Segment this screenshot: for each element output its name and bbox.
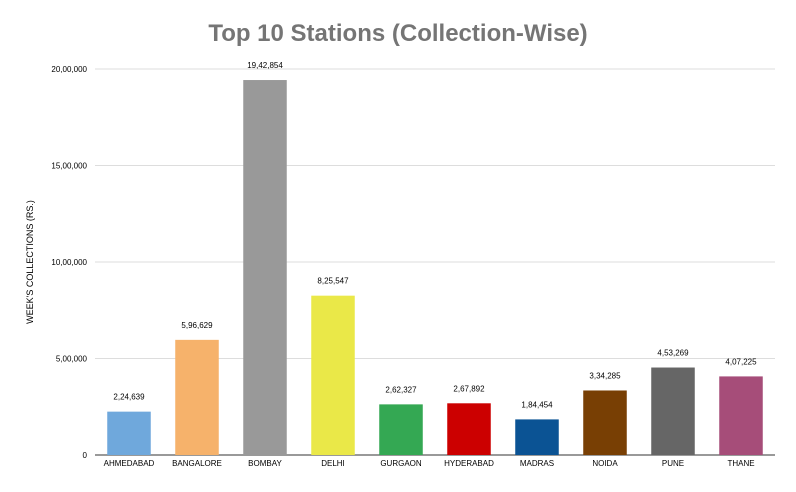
data-label-pune: 4,53,269 [657,349,689,358]
bar-ahmedabad [107,411,151,455]
chart-title: Top 10 Stations (Collection-Wise) [208,20,588,47]
bar-madras [515,419,559,455]
x-tick-label-bombay: BOMBAY [248,459,282,468]
x-tick-label-madras: MADRAS [520,459,554,468]
x-tick-label-thane: THANE [727,459,754,468]
y-tick-label-2: 10,00,000 [51,258,87,267]
data-label-delhi: 8,25,547 [317,277,349,286]
y-tick-label-3: 15,00,000 [51,162,87,171]
x-tick-label-noida: NOIDA [592,459,618,468]
bar-noida [583,390,627,455]
bar-thane [719,376,763,455]
bar-gurgaon [379,404,423,455]
bar-delhi [311,295,355,455]
data-label-hyderabad: 2,67,892 [453,384,485,393]
y-axis-label: WEEK'S COLLECTIONS (RS.) [25,200,35,324]
bar-bombay [243,80,287,455]
x-tick-label-gurgaon: GURGAON [380,459,422,468]
y-tick-label-0: 0 [83,451,88,460]
data-label-ahmedabad: 2,24,639 [113,393,145,402]
x-tick-label-hyderabad: HYDERABAD [444,459,494,468]
data-label-madras: 1,84,454 [521,400,553,409]
y-tick-label-4: 20,00,000 [51,65,87,74]
x-tick-label-pune: PUNE [662,459,684,468]
bar-hyderabad [447,403,491,455]
bar-bangalore [175,339,219,455]
y-tick-label-1: 5,00,000 [56,355,88,364]
data-label-gurgaon: 2,62,327 [385,385,417,394]
data-label-noida: 3,34,285 [589,371,621,380]
x-tick-label-delhi: DELHI [321,459,345,468]
data-label-bombay: 19,42,854 [247,61,283,70]
data-label-thane: 4,07,225 [725,357,757,366]
data-label-bangalore: 5,96,629 [181,321,213,330]
x-tick-label-ahmedabad: AHMEDABAD [104,459,155,468]
bar-pune [651,367,695,455]
x-tick-label-bangalore: BANGALORE [172,459,222,468]
